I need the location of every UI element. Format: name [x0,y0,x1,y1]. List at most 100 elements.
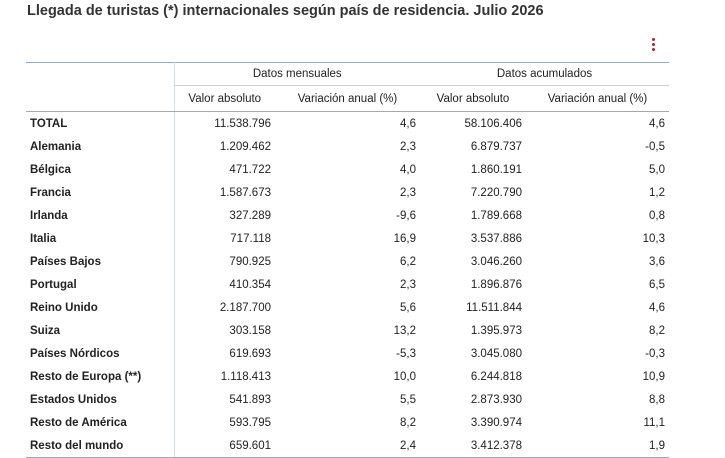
header-empty [26,63,174,86]
cell-cumulative-variation: 8,8 [649,393,665,406]
cell-cumulative-absolute: 3.537.886 [470,232,522,245]
cell-cumulative-variation: 0,8 [649,209,665,222]
cell-cumulative-absolute: 2.873.930 [470,393,522,406]
cell-monthly-absolute: 541.893 [173,388,275,411]
cell-cumulative-absolute: 58.106.406 [464,117,522,130]
row-country-name: Reino Unido [30,301,98,314]
row-country-name: Alemania [30,140,82,153]
table-row: Francia 1.587.673 2,3 7.220.790 1,2 [26,181,669,204]
row-country-name: Países Bajos [30,255,101,268]
page-title: Llegada de turistas (*) internacionales … [27,3,544,19]
table-row: Resto del mundo 659.601 2,4 3.412.378 1,9 [26,434,669,458]
row-country-name: Resto del mundo [26,434,174,458]
cell-monthly-variation: -5,3 [396,347,416,360]
cell-cumulative-variation: 5,0 [649,163,665,176]
cell-cumulative-absolute: 3.390.974 [470,416,522,429]
cell-cumulative-variation: 10,9 [642,370,665,383]
row-country-name: Estados Unidos [30,393,117,406]
cell-cumulative-absolute: 3.045.080 [470,347,522,360]
cell-monthly-absolute: 659.601 [173,434,275,458]
table-row: Suiza 303.158 13,2 1.395.973 8,2 [26,319,669,342]
cell-cumulative-variation: 4,6 [649,301,665,314]
table-row: Irlanda 327.289 -9,6 1.789.668 0,8 [26,204,669,227]
cell-monthly-variation: 6,2 [400,255,416,268]
cell-monthly-variation: 16,9 [393,232,416,245]
cell-cumulative-variation: -0,3 [645,347,665,360]
cell-monthly-absolute: 2.187.700 [173,296,275,319]
row-country-name: Bélgica [30,163,71,176]
row-country-name: Francia [30,186,71,199]
cell-monthly-absolute: 1.209.462 [173,135,275,158]
cell-monthly-variation: 2,3 [400,186,416,199]
cell-cumulative-variation: 6,5 [649,278,665,291]
kebab-menu-icon[interactable] [650,38,658,52]
cell-cumulative-variation: 10,3 [642,232,665,245]
column-header-cumulative-variation: Variación anual (%) [526,85,669,112]
cell-monthly-variation: -9,6 [396,209,416,222]
cell-cumulative-variation: 1,2 [649,186,665,199]
cell-monthly-absolute: 471.722 [173,158,275,181]
menu-dot [652,48,655,51]
row-country-name: Resto de América [30,416,127,429]
tourist-arrivals-table: Datos mensuales Datos acumulados Valor a… [26,62,669,458]
table-row: TOTAL 11.538.796 4,6 58.106.406 4,6 [26,111,669,135]
column-header-monthly-absolute: Valor absoluto [173,85,275,112]
cell-monthly-absolute: 1.118.413 [173,365,275,388]
cell-monthly-absolute: 1.587.673 [173,181,275,204]
table-row: Países Nórdicos 619.693 -5,3 3.045.080 -0,3 [26,342,669,365]
row-country-name: Italia [30,232,57,245]
cell-cumulative-absolute: 11.511.844 [466,301,522,314]
table-row: Portugal 410.354 2,3 1.896.876 6,5 [26,273,669,296]
cell-monthly-variation: 10,0 [393,370,416,383]
group-header-monthly: Datos mensuales [173,62,420,86]
cell-monthly-variation: 4,0 [400,163,416,176]
cell-cumulative-variation: -0,5 [645,140,665,153]
cell-cumulative-absolute: 7.220.790 [470,186,522,199]
cell-cumulative-absolute: 1.395.973 [470,324,522,337]
cell-monthly-absolute: 790.925 [173,250,275,273]
table-row: Resto de América 593.795 8,2 3.390.974 11,1 [26,411,669,434]
cell-cumulative-absolute: 1.860.191 [470,163,522,176]
cell-cumulative-absolute: 1.789.668 [470,209,522,222]
cell-monthly-variation: 2,3 [400,278,416,291]
cell-monthly-absolute: 303.158 [173,319,275,342]
row-country-name: Suiza [30,324,61,337]
cell-cumulative-variation: 1,9 [526,434,669,458]
cell-monthly-variation: 2,4 [275,434,420,458]
cell-cumulative-variation: 4,6 [649,117,665,130]
table-row: Reino Unido 2.187.700 5,6 11.511.844 4,6 [26,296,669,319]
cell-monthly-variation: 5,5 [400,393,416,406]
cell-monthly-variation: 13,2 [393,324,416,337]
row-country-name: Irlanda [30,209,68,222]
table-body: TOTAL 11.538.796 4,6 58.106.406 4,6 Alemania 1… [26,111,669,458]
cell-cumulative-absolute: 6.879.737 [470,140,522,153]
row-country-name: Países Nórdicos [30,347,120,360]
cell-cumulative-absolute: 6.244.818 [470,370,522,383]
cell-cumulative-absolute: 3.412.378 [420,434,526,458]
table-row: Bélgica 471.722 4,0 1.860.191 5,0 [26,158,669,181]
cell-cumulative-variation: 8,2 [649,324,665,337]
cell-monthly-variation: 5,6 [400,301,416,314]
table-row: Estados Unidos 541.893 5,5 2.873.930 8,8 [26,388,669,411]
cell-cumulative-variation: 11,1 [643,416,665,429]
column-header-cumulative-absolute: Valor absoluto [420,85,526,112]
cell-monthly-absolute: 11.538.796 [173,111,275,135]
cell-monthly-absolute: 327.289 [173,204,275,227]
cell-monthly-variation: 2,3 [400,140,416,153]
cell-monthly-variation: 8,2 [400,416,416,429]
cell-monthly-absolute: 593.795 [173,411,275,434]
cell-cumulative-absolute: 3.046.260 [470,255,522,268]
column-header-monthly-variation: Variación anual (%) [275,85,420,112]
cell-monthly-absolute: 717.118 [173,227,275,250]
header-country [26,85,174,112]
cell-cumulative-absolute: 1.896.876 [470,278,522,291]
row-country-name: TOTAL [30,117,68,130]
row-country-name: Portugal [30,278,77,291]
table-row: Resto de Europa (**) 1.118.413 10,0 6.244.8… [26,365,669,388]
cell-monthly-variation: 4,6 [400,117,416,130]
table-row: Alemania 1.209.462 2,3 6.879.737 -0,5 [26,135,669,158]
menu-dot [652,43,655,46]
table-row: Países Bajos 790.925 6,2 3.046.260 3,6 [26,250,669,273]
cell-cumulative-variation: 3,6 [649,255,665,268]
group-header-cumulative: Datos acumulados [420,62,669,86]
